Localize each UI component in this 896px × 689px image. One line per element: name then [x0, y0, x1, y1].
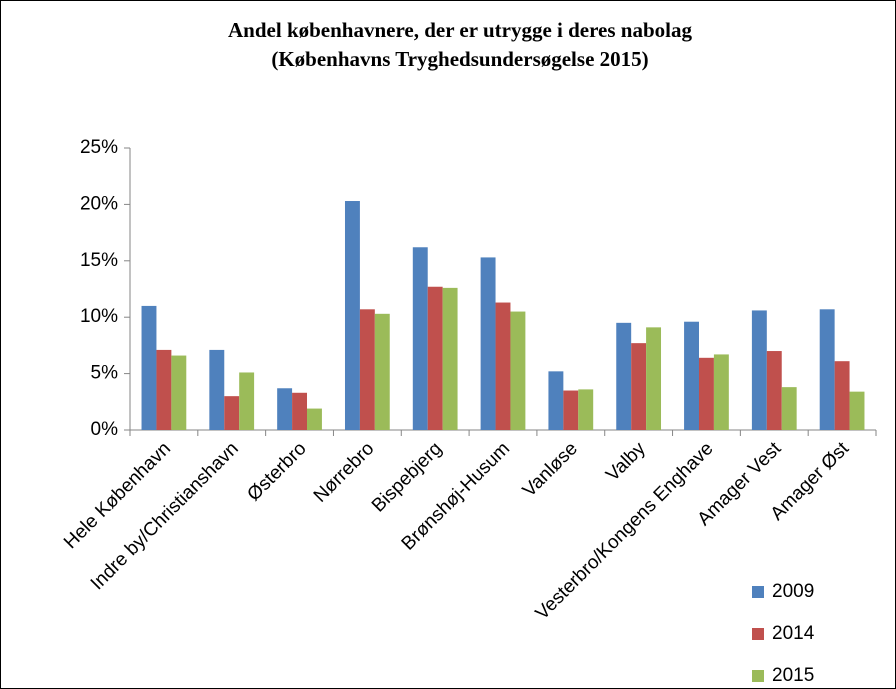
bar [359, 309, 375, 430]
bar [631, 343, 647, 430]
bar [616, 322, 632, 430]
y-tick-label: 20% [80, 193, 118, 214]
bar [819, 309, 835, 430]
legend-swatch [752, 586, 764, 598]
bar [684, 321, 699, 430]
legend-swatch [752, 628, 764, 640]
bar [849, 391, 865, 430]
bar [646, 327, 662, 430]
bar [510, 311, 526, 430]
legend-swatch [752, 670, 764, 682]
bar [307, 408, 322, 430]
bar [224, 396, 240, 430]
bar [563, 390, 579, 430]
bar [239, 372, 255, 430]
bar [292, 392, 308, 430]
bar [171, 355, 187, 430]
chart-title: Andel københavnere, der er utrygge i der… [228, 18, 692, 42]
bar [781, 387, 797, 430]
y-tick-label: 0% [91, 419, 119, 440]
bar [834, 361, 850, 430]
bar [698, 357, 714, 430]
legend-label: 2014 [772, 623, 815, 644]
y-tick-label: 5% [91, 363, 119, 384]
bar [277, 388, 293, 430]
bar [713, 354, 729, 430]
bar [344, 201, 360, 430]
bar [412, 247, 428, 430]
y-tick-label: 10% [80, 306, 118, 327]
bar [442, 287, 458, 430]
y-tick-label: 25% [80, 137, 118, 158]
bar [578, 389, 594, 430]
legend-label: 2009 [772, 581, 814, 602]
bar [209, 349, 225, 430]
bar [427, 286, 443, 430]
bar [751, 310, 767, 430]
bar [156, 349, 172, 430]
bar [495, 302, 511, 430]
chart-subtitle: (Københavns Tryghedsundersøgelse 2015) [271, 47, 648, 71]
bar [548, 371, 564, 430]
bar [766, 351, 782, 430]
legend-label: 2015 [772, 665, 814, 686]
y-tick-label: 15% [80, 250, 118, 271]
bar [141, 305, 157, 430]
bar [480, 257, 496, 430]
bar [374, 313, 390, 430]
